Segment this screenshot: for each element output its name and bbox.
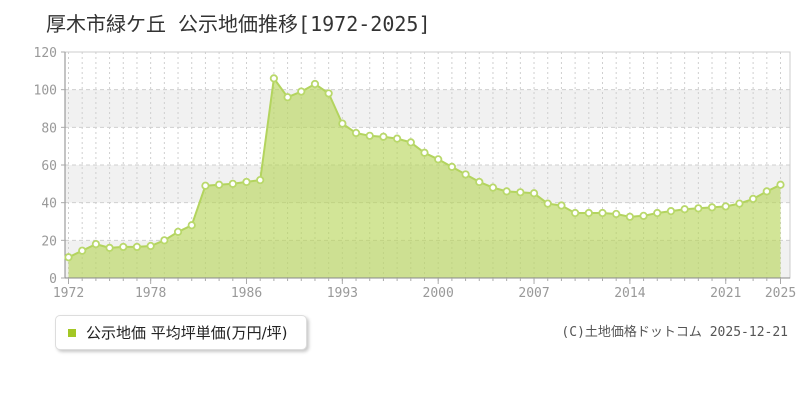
x-tick-label: 2021 <box>710 286 741 301</box>
y-axis-ticks: 0 20 40 60 80 100 120 <box>34 46 65 287</box>
data-point-markers <box>64 74 785 262</box>
data-point <box>420 148 429 157</box>
data-point <box>310 79 320 89</box>
data-point <box>598 208 607 218</box>
y-tick-label: 80 <box>41 121 57 136</box>
data-point <box>557 201 566 210</box>
data-point <box>584 208 593 218</box>
data-point <box>242 177 251 187</box>
data-point <box>776 180 785 189</box>
data-point <box>132 242 142 252</box>
data-point <box>228 179 237 188</box>
data-point <box>680 205 689 214</box>
y-tick-label: 20 <box>41 234 57 249</box>
data-point <box>721 202 730 211</box>
x-tick-label: 1978 <box>135 286 166 301</box>
data-point <box>653 208 662 218</box>
x-tick-label: 2014 <box>614 286 645 301</box>
data-point <box>297 87 306 96</box>
data-point <box>338 119 347 128</box>
data-point <box>351 128 361 138</box>
chart-title: 厚木市緑ケ丘 公示地価推移[1972-2025] <box>46 12 431 36</box>
data-point <box>91 240 100 249</box>
y-tick-label: 0 <box>49 272 57 287</box>
data-point <box>160 236 169 245</box>
data-point <box>488 183 498 192</box>
data-point <box>201 181 210 190</box>
data-point <box>269 74 278 83</box>
data-point <box>694 204 703 213</box>
data-point <box>666 207 676 216</box>
price-trend-chart: 0 20 40 60 80 100 120 1972 1978 1986 1993 2000 2007 2… <box>34 46 797 301</box>
footer-credit: (C)土地価格ドットコム 2025-12-21 <box>561 325 788 340</box>
x-tick-label: 2025 <box>765 286 796 301</box>
data-point <box>516 188 525 197</box>
x-tick-label: 1972 <box>53 286 84 301</box>
data-point <box>749 194 758 203</box>
data-point <box>571 208 580 218</box>
data-point <box>146 241 155 251</box>
x-tick-label: 1993 <box>327 286 358 301</box>
data-point <box>529 189 539 198</box>
data-point <box>324 89 333 98</box>
data-point <box>461 170 470 179</box>
x-tick-label: 2007 <box>518 286 549 301</box>
y-tick-label: 60 <box>41 159 57 174</box>
y-tick-label: 40 <box>41 197 57 212</box>
data-point <box>365 131 374 140</box>
data-point <box>543 199 552 208</box>
data-point <box>502 187 511 196</box>
data-point <box>173 227 183 236</box>
legend-swatch-icon <box>68 328 76 337</box>
data-point <box>762 187 771 196</box>
x-axis-ticks: 1972 1978 1986 1993 2000 2007 2014 2021 2025 <box>53 278 796 301</box>
data-point <box>707 203 717 212</box>
data-point <box>393 134 402 143</box>
data-point <box>215 180 224 189</box>
legend-label: 公示地価 平均坪単価(万円/坪) <box>86 324 288 342</box>
x-tick-label: 2000 <box>423 286 454 301</box>
data-point <box>78 246 87 255</box>
data-point <box>119 242 128 252</box>
data-point <box>406 138 415 147</box>
data-point <box>447 162 456 171</box>
data-point <box>639 211 648 220</box>
data-point <box>187 221 196 230</box>
data-point <box>434 155 443 164</box>
legend-box: 公示地価 平均坪単価(万円/坪) <box>55 315 307 350</box>
x-tick-label: 1986 <box>231 286 262 301</box>
data-point <box>379 132 388 141</box>
data-point <box>256 175 265 185</box>
data-point <box>625 212 634 221</box>
y-tick-label: 100 <box>34 84 57 99</box>
data-point <box>105 243 114 252</box>
y-tick-label: 120 <box>34 46 57 61</box>
data-point <box>612 209 621 219</box>
data-point <box>735 199 744 208</box>
data-point <box>475 177 484 187</box>
data-point <box>64 253 73 262</box>
data-point <box>283 93 292 102</box>
